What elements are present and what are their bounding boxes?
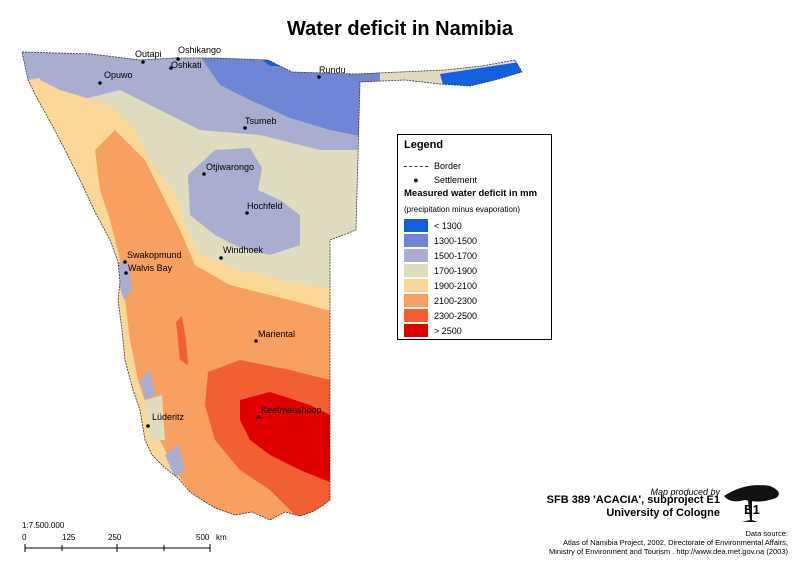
settlement-label: Hochfeld [247,201,283,211]
legend-swatch [404,264,428,277]
legend: Legend Border ● Settlement Measured wate… [397,134,552,340]
data-source-line-2: Ministry of Environment and Tourism . ht… [549,547,788,556]
legend-subheading: Measured water deficit in mm [404,188,538,199]
legend-class-label: 1500-1700 [434,250,478,261]
settlement-marker [202,172,206,176]
scale-ratio: 1:7.500.000 [22,521,65,530]
settlement-label: Walvis Bay [128,263,173,273]
settlement-marker [169,66,173,70]
zone-1300-1500 [200,56,380,140]
scale-tick-250: 250 [108,533,122,542]
legend-class-label: 2300-2500 [434,310,478,321]
scale-tick-0: 0 [22,533,27,542]
acacia-logo [724,485,779,522]
legend-class-label: > 2500 [434,325,462,336]
legend-swatch [404,219,428,232]
legend-class-row: 1300-1500 [404,233,477,248]
settlement-label: Oshkati [171,60,202,70]
legend-class-label: < 1300 [434,220,462,231]
settlement-label: Rundu [319,65,346,75]
settlement-marker [219,256,223,260]
border-line-symbol [404,165,428,167]
legend-settlement-label: Settlement [434,175,478,185]
legend-class-label: 1700-1900 [434,265,478,276]
zone-coast-luderitz [140,370,155,400]
settlement-label: Opuwo [104,70,133,80]
legend-class-row: 2100-2300 [404,293,477,308]
zone-coast-walvis [118,262,132,300]
legend-title: Legend [404,139,444,151]
legend-class-row: 1500-1700 [404,248,477,263]
legend-subnote: (precipitation minus evaporation) [404,205,521,214]
legend-swatch [404,234,428,247]
legend-settlement-row: ● Settlement [404,175,477,185]
legend-border-row: Border [404,161,461,171]
settlement-label: Keetmanshoop [261,405,322,415]
settlement-marker [317,75,321,79]
legend-border-label: Border [434,161,462,171]
legend-swatch [404,249,428,262]
legend-class-row: 2300-2500 [404,308,477,323]
settlement-label: Mariental [258,329,295,339]
settlement-marker [141,60,145,64]
settlement-label: Swakopmund [127,250,182,260]
data-source-line-1: Atlas of Namibia Project, 2002, Director… [563,538,788,547]
zone-2300-2500-small [176,316,188,365]
legend-class-row: 1700-1900 [404,263,477,278]
produced-by: Map produced by [650,487,720,497]
scale-unit: km [216,533,227,542]
settlement-marker [254,339,258,343]
legend-class-label: 2100-2300 [434,295,478,306]
settlement-marker [124,271,128,275]
zone-coast-nw [22,52,40,80]
scale-tick-125: 125 [62,533,76,542]
legend-class-row: 1900-2100 [404,278,477,293]
zone-1500-1700-central [188,148,300,255]
scale-tick-500: 500 [196,533,210,542]
settlement-label: Otjiwarongo [206,162,254,172]
settlement-label: Lüderitz [152,412,185,422]
map-title: Water deficit in Namibia [287,18,513,40]
zone-coast-luderitz-b [145,395,165,440]
settlement-label: Windhoek [223,245,264,255]
settlement-marker [245,211,249,215]
legend-class-label: 1300-1500 [434,235,478,246]
country-border [21,51,523,521]
settlement-marker [98,81,102,85]
logo-text: E1 [744,502,760,517]
legend-swatch [404,324,428,337]
project-name: SFB 389 'ACACIA', subproject E1 [546,494,720,506]
scale-bar [24,544,211,552]
legend-swatch [404,294,428,307]
settlement-marker [243,126,247,130]
legend-swatch [404,279,428,292]
settlement-marker [146,424,150,428]
legend-swatch [404,309,428,322]
settlement-label: Tsumeb [245,116,277,126]
settlement-marker [176,57,180,61]
settlement-marker [257,415,261,419]
settlement-dot-icon: ● [413,175,419,185]
settlement-layer: Outapi Oshikango Oshkati Rundu Opuwo Tsumeb Ot… [98,45,346,428]
settlement-label: Oshikango [178,45,221,55]
university-name: University of Cologne [606,507,720,519]
settlement-label: Outapi [135,49,162,59]
settlement-marker [123,260,127,264]
legend-class-label: 1900-2100 [434,280,478,291]
zone-coast-south [165,445,185,478]
legend-class-row: > 2500 [404,323,462,338]
legend-class-row: < 1300 [404,218,462,233]
data-source-heading: Data source: [745,529,788,538]
